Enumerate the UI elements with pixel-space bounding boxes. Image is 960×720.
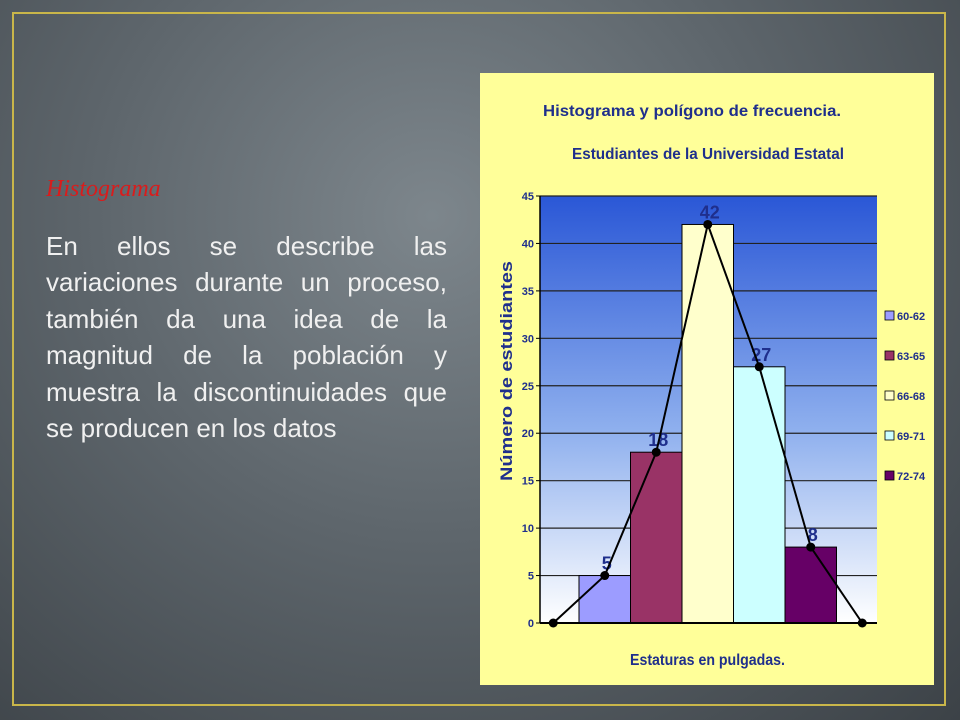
slide-frame	[12, 12, 946, 706]
y-tick-label: 20	[522, 428, 534, 440]
bar-63-65	[630, 451, 683, 624]
legend-label-69-71: 69-71	[897, 431, 925, 443]
legend-label-66-68: 66-68	[897, 391, 925, 403]
slide-heading: Histograma	[46, 176, 161, 202]
bar-69-71	[733, 366, 786, 624]
data-label: 8	[808, 525, 818, 545]
data-label: 42	[700, 202, 720, 222]
bar-72-74	[784, 546, 837, 624]
slide-body-text: En ellos se describe las variaciones dur…	[46, 231, 447, 444]
x-axis-label: Estaturas en pulgadas.	[630, 652, 785, 669]
bar-66-68	[681, 223, 734, 624]
legend-swatch-72-74	[884, 470, 895, 481]
y-tick-label: 0	[528, 618, 534, 630]
polygon-point	[703, 219, 713, 229]
legend-swatch-60-62	[884, 310, 895, 321]
y-tick-label: 35	[522, 286, 534, 298]
legend-swatch-69-71	[884, 430, 895, 441]
y-tick-label: 15	[522, 476, 534, 488]
legend-swatch-63-65	[884, 350, 895, 361]
y-tick-label: 30	[522, 333, 534, 345]
frequency-polygon	[548, 219, 867, 628]
bars	[578, 223, 837, 624]
y-tick-label: 25	[522, 381, 534, 393]
chart-svg: Histograma y polígono de frecuencia. Est…	[480, 73, 934, 685]
legend-label-60-62: 60-62	[897, 311, 925, 323]
legend-label-63-65: 63-65	[897, 351, 925, 363]
legend-label-72-74: 72-74	[897, 471, 926, 483]
y-axis-ticks: 0 5 10 15 20 25 30 35 40 45	[522, 191, 540, 630]
y-tick-label: 10	[522, 523, 534, 535]
polygon-point	[600, 571, 610, 581]
legend-swatch-66-68	[884, 390, 895, 401]
polygon-point	[651, 447, 661, 457]
y-tick-label: 5	[528, 571, 534, 583]
histogram-chart: Histograma y polígono de frecuencia. Est…	[480, 73, 934, 685]
data-label: 5	[602, 554, 612, 574]
y-axis-label: Número de estudiantes	[497, 261, 516, 481]
y-tick-label: 40	[522, 238, 534, 250]
y-tick-label: 45	[522, 191, 534, 203]
legend: 60-62 63-65 66-68 69-71 72-74	[884, 310, 926, 483]
polygon-point	[754, 362, 764, 372]
polygon-point	[806, 542, 816, 552]
chart-subtitle: Estudiantes de la Universidad Estatal	[572, 146, 844, 163]
chart-title: Histograma y polígono de frecuencia.	[543, 103, 841, 120]
bar-60-62	[578, 575, 631, 624]
